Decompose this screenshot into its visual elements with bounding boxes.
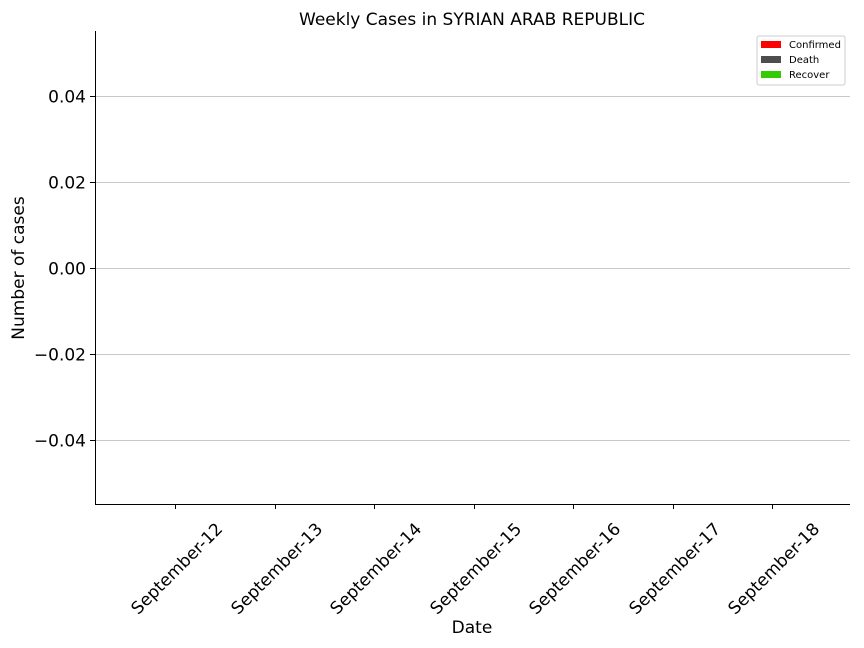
x-tick-label: September-14 xyxy=(327,519,426,618)
legend-swatch-confirmed xyxy=(761,41,781,48)
y-tick-label: 0.00 xyxy=(48,260,86,280)
chart-title: Weekly Cases in SYRIAN ARAB REPUBLIC xyxy=(299,10,645,30)
x-tick-label: September-17 xyxy=(626,519,725,618)
x-tick-label: September-18 xyxy=(725,519,824,618)
y-ticks: 0.04 0.02 0.00 −0.02 −0.04 xyxy=(34,88,95,452)
x-tick-label: September-15 xyxy=(427,519,526,618)
y-tick-label: −0.02 xyxy=(34,346,86,366)
x-tick-label: September-13 xyxy=(228,519,327,618)
x-ticks: September-12 September-13 September-14 Sept… xyxy=(128,504,824,619)
y-tick-label: 0.02 xyxy=(48,174,86,194)
x-tick-label: September-12 xyxy=(128,519,227,618)
legend-swatch-recover xyxy=(761,71,781,78)
x-axis-label: Date xyxy=(452,618,493,638)
y-tick-label: −0.04 xyxy=(34,432,86,452)
grid-lines xyxy=(95,96,850,441)
legend-label-death: Death xyxy=(789,55,819,66)
legend-swatch-death xyxy=(761,56,781,63)
legend-label-confirmed: Confirmed xyxy=(789,40,841,51)
legend-label-recover: Recover xyxy=(789,70,830,81)
legend: Confirmed Death Recover xyxy=(756,35,846,86)
x-tick-label: September-16 xyxy=(526,519,625,618)
y-axis-label: Number of cases xyxy=(9,196,29,340)
y-tick-label: 0.04 xyxy=(48,88,86,108)
